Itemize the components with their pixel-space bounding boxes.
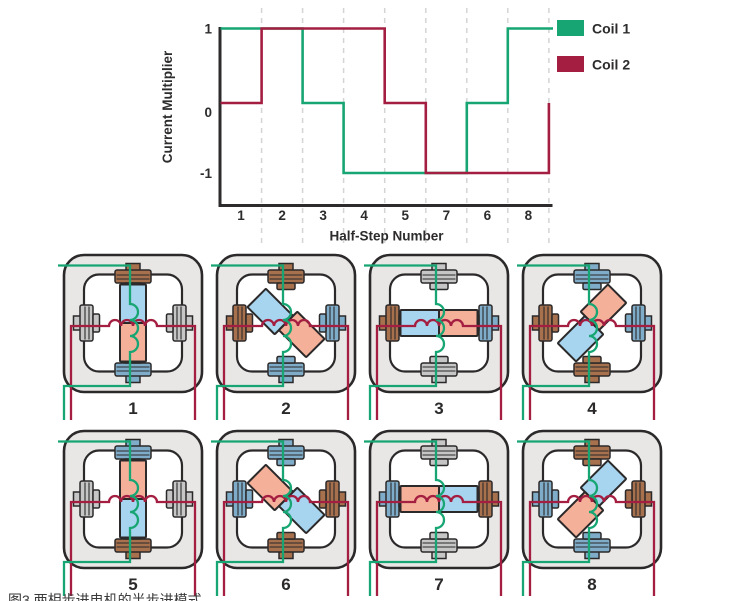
motor-diagram: 1: [58, 253, 204, 420]
y-tick-label: -1: [200, 166, 212, 181]
pole-right: [165, 480, 194, 518]
motor-step-number: 5: [128, 575, 137, 594]
x-tick-label: 4: [360, 208, 368, 223]
x-tick-label: 1: [237, 208, 245, 223]
motor-step-number: 8: [587, 575, 596, 594]
motor-step-1: 1: [58, 248, 211, 424]
motor-step-5: 5: [58, 424, 211, 600]
motor-step-number: 4: [587, 399, 597, 418]
motor-step-6: 6: [211, 424, 364, 600]
coil1-wire: [517, 264, 599, 420]
pole-bottom: [420, 531, 458, 560]
motor-step-number: 1: [128, 399, 137, 418]
pole-right: [624, 480, 653, 518]
x-tick-label: 6: [484, 208, 492, 223]
coil2-wire: [375, 494, 503, 596]
legend-label: Coil 2: [592, 57, 630, 73]
motor-diagram: 4: [517, 253, 663, 420]
coil2-wire: [222, 318, 350, 420]
coil1-wire: [58, 440, 140, 596]
coil1-wire: [211, 264, 293, 420]
pole-bottom: [573, 531, 611, 560]
pole-right: [624, 304, 653, 342]
pole-top: [267, 438, 305, 467]
axes: [218, 27, 553, 207]
motor-diagram: 6: [211, 429, 357, 596]
pole-top: [420, 262, 458, 291]
motor-step-2: 2: [211, 248, 364, 424]
pole-top: [573, 438, 611, 467]
series-coil-2: [220, 27, 551, 175]
motor-step-number: 6: [281, 575, 290, 594]
motor-step-number: 7: [434, 575, 443, 594]
pole-top: [573, 262, 611, 291]
coil1-wire: [517, 440, 599, 596]
x-axis-title: Half-Step Number: [329, 229, 444, 244]
pole-top: [420, 438, 458, 467]
coil2-wire: [528, 318, 656, 420]
pole-left: [531, 304, 560, 342]
motor-step-number: 2: [281, 399, 290, 418]
coil2-wire: [528, 494, 656, 596]
pole-left: [72, 480, 101, 518]
motor-diagram: 5: [58, 429, 204, 596]
x-tick-label: 3: [319, 208, 327, 223]
coil1-wire: [364, 264, 446, 420]
motor-step-grid: 1 2 3 4 5 6 7 8: [58, 248, 670, 600]
x-tick-label: 7: [443, 208, 451, 223]
coil1-wire: [58, 264, 140, 420]
motor-diagram: 7: [364, 429, 510, 596]
series-coil-1: [220, 27, 553, 175]
legend-swatch: [557, 20, 584, 36]
pole-top: [267, 262, 305, 291]
motor-diagram: 3: [364, 253, 510, 420]
figure-caption-text: 图3 两相步进电机的半步进模式: [8, 592, 202, 601]
pole-right: [318, 304, 347, 342]
x-tick-label: 2: [278, 208, 286, 223]
pole-bottom: [573, 355, 611, 384]
motor-step-7: 7: [364, 424, 517, 600]
motor-step-3: 3: [364, 248, 517, 424]
motor-step-4: 4: [517, 248, 670, 424]
pole-bottom: [267, 355, 305, 384]
coil2-wire: [222, 494, 350, 596]
coil2-wire: [69, 318, 197, 420]
coil1-wire: [211, 440, 293, 596]
x-tick-label: 5: [401, 208, 409, 223]
motor-diagram: 2: [211, 253, 357, 420]
y-tick-label: 1: [204, 22, 212, 37]
pole-bottom: [267, 531, 305, 560]
y-tick-label: 0: [204, 105, 212, 120]
figure-caption: 图3 两相步进电机的半步进模式: [8, 590, 202, 601]
coil2-wire: [69, 494, 197, 596]
y-axis-title: Current Multiplier: [160, 50, 175, 163]
pole-right: [471, 304, 500, 342]
pole-left: [225, 304, 254, 342]
x-tick-label: 8: [525, 208, 533, 223]
coil2-wire: [375, 318, 503, 420]
legend-label: Coil 1: [592, 21, 630, 37]
motor-step-8: 8: [517, 424, 670, 600]
motor-diagram: 8: [517, 429, 663, 596]
pole-bottom: [420, 355, 458, 384]
legend-swatch: [557, 56, 584, 72]
coil1-wire: [364, 440, 446, 596]
motor-step-number: 3: [434, 399, 443, 418]
